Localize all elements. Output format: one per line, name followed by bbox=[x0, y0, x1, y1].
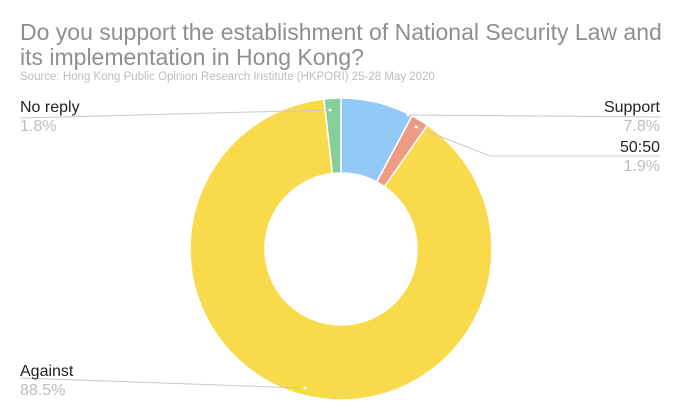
chart-subtitle: Source: Hong Kong Public Opinion Researc… bbox=[20, 71, 435, 83]
label-name-against: Against bbox=[20, 363, 74, 380]
chart-title: Do you support the establishment of Nati… bbox=[20, 19, 662, 70]
label-name-50-50: 50:50 bbox=[620, 139, 660, 156]
leader-line-support bbox=[407, 114, 661, 118]
label-value-50-50: 1.9% bbox=[624, 158, 660, 175]
label-value-against: 88.5% bbox=[20, 382, 65, 399]
label-name-support: Support bbox=[604, 99, 661, 116]
leader-line-no-reply bbox=[19, 109, 331, 119]
leader-dot-against bbox=[303, 386, 307, 390]
slices-group bbox=[189, 97, 493, 401]
leader-dot-support bbox=[406, 113, 410, 117]
leader-dot-no-reply bbox=[328, 108, 332, 112]
leader-line-against bbox=[19, 377, 306, 389]
slice-against bbox=[189, 98, 493, 401]
labels-group: Support 7.8% 50:50 1.9% Against 88.5% No reply… bbox=[20, 99, 661, 399]
slice-no-reply bbox=[323, 97, 342, 175]
label-name-no-reply: No reply bbox=[20, 99, 80, 116]
label-value-support: 7.8% bbox=[624, 118, 660, 135]
leader-dot-50-50 bbox=[414, 125, 418, 129]
leader-line-50-50 bbox=[415, 126, 660, 157]
leader-lines-group bbox=[19, 108, 661, 390]
label-value-no-reply: 1.8% bbox=[20, 118, 56, 135]
